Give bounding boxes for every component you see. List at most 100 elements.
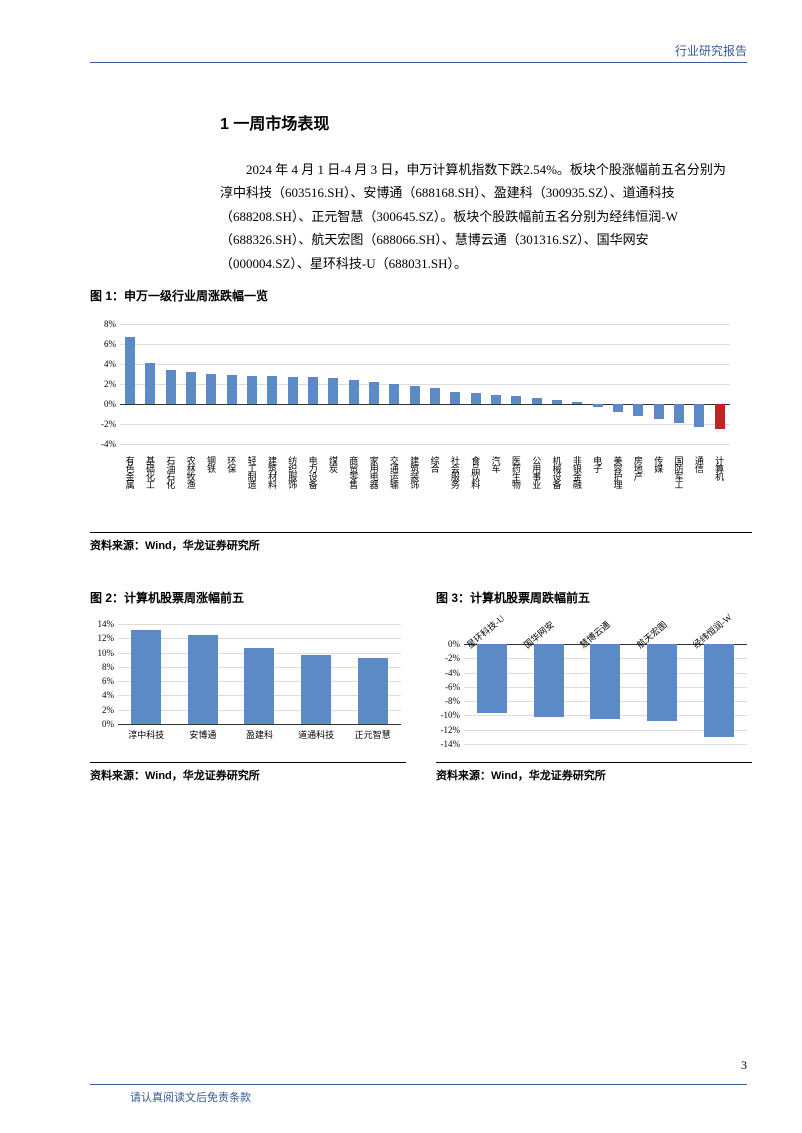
chart3-bar: [647, 644, 677, 721]
chart2-xlabel: 淳中科技: [118, 728, 175, 741]
chart1-bar: [532, 398, 542, 404]
chart3-bar: [534, 644, 564, 717]
chart2-source: 资料来源：Wind，华龙证券研究所: [90, 762, 406, 783]
chart1-bar: [491, 395, 501, 404]
chart1-xlabel: 综合: [429, 456, 442, 472]
chart1-xlabel: 计算机: [713, 456, 726, 480]
chart2-ytick: 2%: [90, 705, 114, 715]
chart1-ytick: 0%: [90, 399, 116, 409]
chart1-xlabel: 煤炭: [327, 456, 340, 472]
chart1-xlabel: 钢铁: [205, 456, 218, 472]
chart1-bar: [674, 404, 684, 423]
chart2-ytick: 6%: [90, 676, 114, 686]
chart2-xlabel: 正元智慧: [344, 728, 401, 741]
chart2-xlabel: 安博通: [175, 728, 232, 741]
chart1-bar: [613, 404, 623, 412]
chart1-bar: [125, 337, 135, 404]
chart2-caption: 图 2：计算机股票周涨幅前五: [90, 589, 406, 606]
chart1-xlabel: 医药生物: [510, 456, 523, 488]
chart2: 0% 2% 4% 6% 8% 10% 12% 14% 淳中科技安博通盈建科道通科技正元智慧: [90, 614, 406, 754]
body-paragraph: 2024 年 4 月 1 日-4 月 3 日，申万计算机指数下跌2.54%。板块…: [220, 158, 732, 275]
chart1-xlabel: 基础化工: [144, 456, 157, 488]
chart2-xlabel: 道通科技: [288, 728, 345, 741]
chart1: -4%-2%0%2%4%6%8%有色金属基础化工石油石化农林牧渔钢铁环保轻工制造…: [90, 314, 740, 524]
chart1-ytick: 6%: [90, 339, 116, 349]
chart2-bar: [301, 655, 331, 724]
chart1-xlabel: 机械设备: [551, 456, 564, 488]
chart2-bar: [131, 630, 161, 724]
chart1-xlabel: 石油石化: [164, 456, 177, 488]
chart2-zero-line: [118, 724, 401, 725]
chart2-ytick: 14%: [90, 619, 114, 629]
header-divider: [90, 62, 747, 63]
chart3-caption: 图 3：计算机股票周跌幅前五: [436, 589, 752, 606]
chart3-ytick: -12%: [436, 725, 460, 735]
chart1-xlabel: 汽车: [490, 456, 503, 472]
chart1-xlabel: 食品饮料: [469, 456, 482, 488]
chart3-bar: [477, 644, 507, 713]
chart3: -14%-12%-10%-8%-6%-4%-2%0%星环科技-U国华网安慧博云通…: [436, 614, 752, 754]
chart1-ytick: 2%: [90, 379, 116, 389]
chart1-xlabel: 环保: [225, 456, 238, 472]
chart2-ytick: 10%: [90, 648, 114, 658]
chart2-bar: [244, 648, 274, 724]
chart3-source: 资料来源：Wind，华龙证券研究所: [436, 762, 752, 783]
chart1-xlabel: 轻工制造: [246, 456, 259, 488]
chart3-ytick: -6%: [436, 682, 460, 692]
chart1-bar: [349, 380, 359, 404]
chart1-bar: [288, 377, 298, 404]
chart1-bar: [430, 388, 440, 404]
chart2-ytick: 12%: [90, 633, 114, 643]
chart1-bar: [389, 384, 399, 404]
chart2-ytick: 0%: [90, 719, 114, 729]
page-number: 3: [741, 1058, 747, 1073]
chart1-bar: [471, 393, 481, 404]
chart1-bar: [694, 404, 704, 427]
chart1-bar: [552, 400, 562, 404]
header-label: 行业研究报告: [675, 42, 747, 59]
chart2-bar: [358, 658, 388, 724]
chart3-ytick: -10%: [436, 710, 460, 720]
chart1-gridline: [120, 444, 730, 445]
chart1-bar: [511, 396, 521, 404]
chart2-xlabel: 盈建科: [231, 728, 288, 741]
chart1-xlabel: 传媒: [652, 456, 665, 472]
chart3-bar: [590, 644, 620, 719]
chart1-xlabel: 家用电器: [368, 456, 381, 488]
chart2-ytick: 8%: [90, 662, 114, 672]
chart1-xlabel: 通信: [693, 456, 706, 472]
chart1-bar: [166, 370, 176, 404]
chart1-xlabel: 纺织服饰: [286, 456, 299, 488]
chart1-xlabel: 建筑装饰: [408, 456, 421, 488]
chart1-xlabel: 有色金属: [124, 456, 137, 488]
chart1-xlabel: 交通运输: [388, 456, 401, 488]
chart1-xlabel: 国防军工: [673, 456, 686, 488]
footer-text: 请认真阅读文后免责条款: [130, 1089, 251, 1105]
chart1-bar: [654, 404, 664, 419]
chart2-bar: [188, 635, 218, 724]
chart1-bar: [227, 375, 237, 404]
chart1-ytick: -2%: [90, 419, 116, 429]
chart1-ytick: 4%: [90, 359, 116, 369]
chart1-xlabel: 建筑材料: [266, 456, 279, 488]
chart1-xlabel: 商贸零售: [347, 456, 360, 488]
chart3-ytick: -14%: [436, 739, 460, 749]
chart3-ytick: -2%: [436, 653, 460, 663]
chart1-xlabel: 美容护理: [612, 456, 625, 488]
chart1-bar: [145, 363, 155, 404]
section-title: 1 一周市场表现: [220, 110, 752, 134]
chart1-xlabel: 电子: [591, 456, 604, 472]
footer-divider: [90, 1084, 747, 1085]
chart1-xlabel: 电力设备: [307, 456, 320, 488]
chart3-ytick: 0%: [436, 639, 460, 649]
chart1-bar: [247, 376, 257, 404]
chart1-xlabel: 社会服务: [449, 456, 462, 488]
chart1-xlabel: 非银金融: [571, 456, 584, 488]
chart2-ytick: 4%: [90, 690, 114, 700]
chart1-bar: [715, 404, 725, 429]
chart1-bar: [593, 404, 603, 407]
chart1-bar: [206, 374, 216, 404]
chart1-xlabel: 公用事业: [530, 456, 543, 488]
chart3-ytick: -4%: [436, 668, 460, 678]
chart1-xlabel: 农林牧渔: [185, 456, 198, 488]
